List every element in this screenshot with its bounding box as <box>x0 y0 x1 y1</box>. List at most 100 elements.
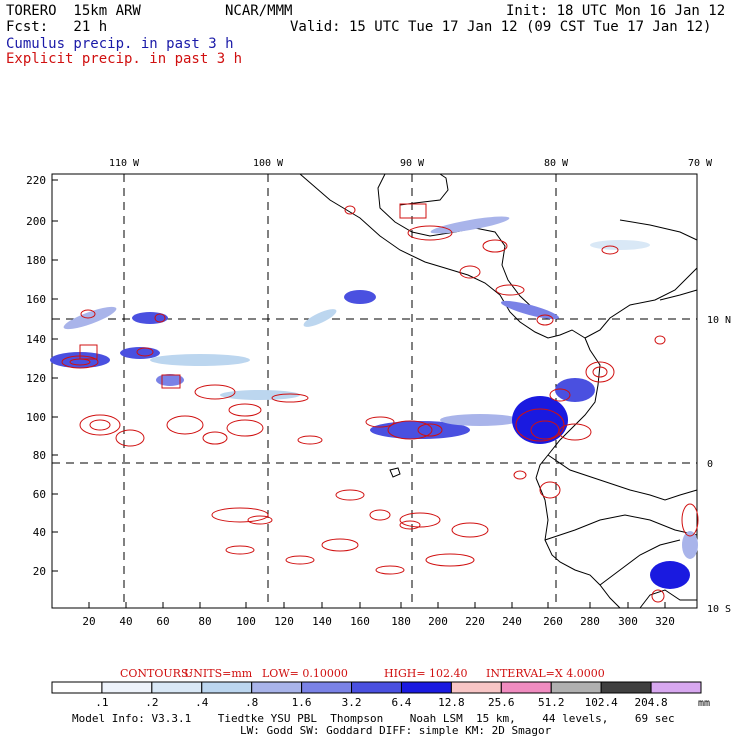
x-axis-ticks <box>88 602 666 608</box>
sa-border-4 <box>639 589 697 609</box>
colorbar-label: 25.6 <box>488 696 515 709</box>
colorbar-swatch <box>650 681 702 694</box>
lat-label-10n: 10 N <box>707 315 731 326</box>
caribbean-coast <box>584 267 698 339</box>
x-tick-labels: 20 40 60 80 100 120 140 160 180 200 220 … <box>82 615 675 628</box>
colorbar-label: .1 <box>95 696 108 709</box>
x-tick-label: 240 <box>502 615 522 628</box>
y-tick-label: 40 <box>33 526 46 539</box>
explicit-precip-contours <box>61 203 699 603</box>
y-tick-label: 160 <box>26 293 46 306</box>
x-tick-label: 180 <box>391 615 411 628</box>
colorbar-label: 3.2 <box>342 696 362 709</box>
lon-label-80w: 80 W <box>544 158 569 169</box>
colorbar-label: 51.2 <box>538 696 565 709</box>
colorbar-label: .4 <box>195 696 209 709</box>
colorbar-swatch <box>151 681 203 694</box>
x-tick-label: 320 <box>655 615 675 628</box>
sa-border-2 <box>544 514 698 541</box>
forecast-hour: Fcst: 21 h <box>6 19 108 35</box>
x-tick-label: 40 <box>119 615 132 628</box>
cumulus-legend-label: Cumulus precip. in past 3 h <box>6 36 234 52</box>
contours-low: LOW= 0.10000 <box>262 667 348 680</box>
y-tick-label: 20 <box>33 565 46 578</box>
colorbar-label: .8 <box>245 696 258 709</box>
model-info-line: Model Info: V3.3.1 Tiedtke YSU PBL Thomp… <box>72 712 675 725</box>
contours-title: CONTOURS: <box>120 667 192 680</box>
colorbar-unit: mm <box>698 698 710 709</box>
x-tick-label: 80 <box>198 615 211 628</box>
colorbar-swatch <box>251 681 303 694</box>
y-tick-label: 220 <box>26 174 46 187</box>
colorbar-swatch <box>201 681 253 694</box>
y-tick-label: 100 <box>26 411 46 424</box>
model-title: TORERO 15km ARW <box>6 3 141 19</box>
x-tick-label: 120 <box>274 615 294 628</box>
explicit-legend-label: Explicit precip. in past 3 h <box>6 51 243 67</box>
y-tick-label: 80 <box>33 449 46 462</box>
sa-west-coast <box>535 477 621 609</box>
physics-info-line: LW: Godd SW: Goddard DIFF: simple KM: 2D… <box>240 724 552 737</box>
x-tick-label: 280 <box>580 615 600 628</box>
latitude-labels: 10 N 0 10 S <box>707 315 731 615</box>
x-tick-label: 160 <box>350 615 370 628</box>
colorbar-swatch <box>351 681 402 694</box>
colorbar <box>51 681 702 694</box>
hispaniola <box>659 289 698 301</box>
cumulus-precip-areas <box>50 216 698 589</box>
y-axis-ticks <box>52 179 58 572</box>
organization-label: NCAR/MMM <box>225 3 293 19</box>
colorbar-swatch <box>51 681 103 694</box>
colorbar-label: 12.8 <box>438 696 465 709</box>
colorbar-label: 6.4 <box>392 696 412 709</box>
colorbar-labels: .1 .2 .4 .8 1.6 3.2 6.4 12.8 25.6 51.2 102.4 204.8 <box>95 696 667 709</box>
cuba-island <box>619 219 698 241</box>
lon-label-100w: 100 W <box>253 158 284 169</box>
lat-label-10s: 10 S <box>707 604 731 615</box>
lon-label-110w: 110 W <box>109 158 140 169</box>
colorbar-swatch <box>550 681 602 694</box>
y-tick-label: 140 <box>26 333 46 346</box>
map-frame <box>51 173 698 609</box>
colorbar-swatch <box>400 681 452 694</box>
sa-border-3 <box>599 539 681 586</box>
colorbar-swatch <box>101 681 153 694</box>
colorbar-swatch <box>450 681 502 694</box>
sa-north-coast <box>535 337 601 479</box>
colorbar-swatch <box>600 681 652 694</box>
y-tick-label: 120 <box>26 372 46 385</box>
contours-high: HIGH= 102.40 <box>384 667 468 680</box>
colorbar-swatch <box>301 681 353 694</box>
y-tick-label: 60 <box>33 488 46 501</box>
y-tick-label: 180 <box>26 254 46 267</box>
x-tick-label: 140 <box>312 615 332 628</box>
mexico-coast <box>299 173 586 339</box>
contours-info: CONTOURS: UNITS=mm LOW= 0.10000 HIGH= 10… <box>120 667 605 680</box>
x-tick-label: 100 <box>236 615 256 628</box>
colorbar-label: 1.6 <box>292 696 312 709</box>
x-tick-label: 200 <box>428 615 448 628</box>
x-tick-label: 260 <box>543 615 563 628</box>
x-tick-label: 300 <box>618 615 638 628</box>
colorbar-label: 204.8 <box>635 696 668 709</box>
y-tick-label: 200 <box>26 215 46 228</box>
contours-units: UNITS=mm <box>184 667 253 680</box>
longitude-labels: 110 W 100 W 90 W 80 W 70 W <box>109 158 713 169</box>
contours-interval: INTERVAL=X 4.0000 <box>486 667 605 680</box>
x-tick-label: 60 <box>156 615 169 628</box>
valid-time: Valid: 15 UTC Tue 17 Jan 12 (09 CST Tue … <box>290 19 712 35</box>
x-tick-label: 220 <box>465 615 485 628</box>
colorbar-swatch <box>500 681 552 694</box>
y-tick-labels: 220 200 180 160 140 120 100 80 60 40 20 <box>26 174 46 578</box>
lon-label-70w: 70 W <box>688 158 713 169</box>
lon-label-90w: 90 W <box>400 158 425 169</box>
init-time: Init: 18 UTC Mon 16 Jan 12 <box>506 3 726 19</box>
galapagos <box>389 467 401 478</box>
coastlines <box>299 173 698 609</box>
x-tick-label: 20 <box>82 615 95 628</box>
colorbar-label: .2 <box>145 696 158 709</box>
sa-interior-border <box>547 454 698 501</box>
lat-label-0: 0 <box>707 459 713 470</box>
colorbar-label: 102.4 <box>585 696 618 709</box>
